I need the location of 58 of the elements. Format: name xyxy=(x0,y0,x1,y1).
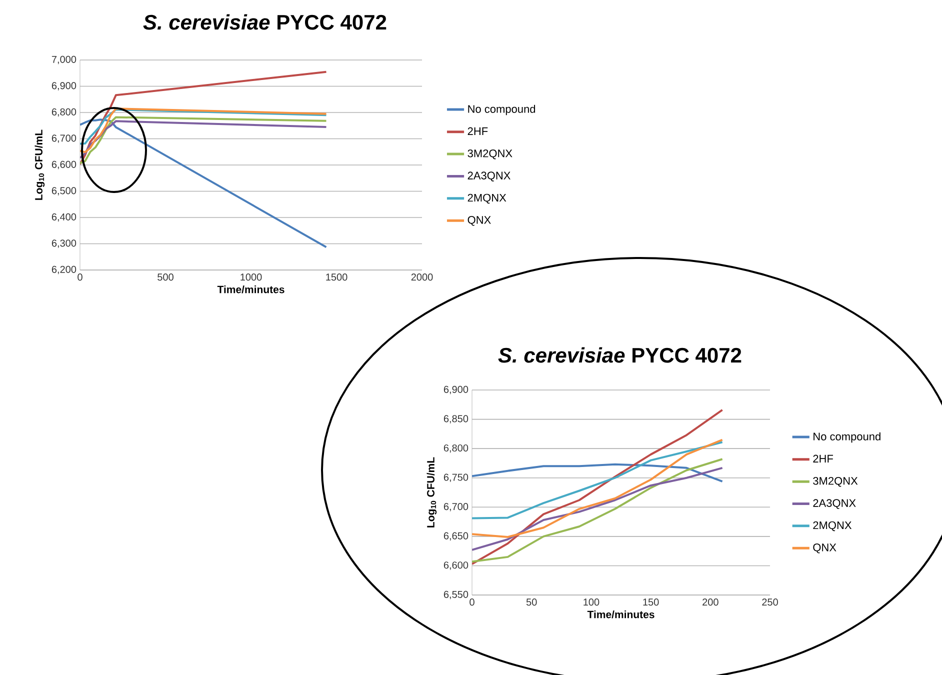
x-tick-label: 0 xyxy=(470,598,474,606)
y-tick-label: 6,200 xyxy=(52,266,76,274)
y-axis-title: Log$_{10}$ CFU/mL xyxy=(34,130,45,200)
y-tick-label: 6,400 xyxy=(52,213,76,222)
y-tick-label: 7,000 xyxy=(52,56,76,64)
y-tick-label: 6,650 xyxy=(444,532,468,541)
legend-label: 2A3QNX xyxy=(468,172,510,182)
line-series xyxy=(80,108,328,145)
y-tick-label: 6,900 xyxy=(444,386,468,394)
x-tick-label: 2000 xyxy=(411,274,433,281)
line-series xyxy=(80,108,328,154)
legend-label: 2A3QNX xyxy=(813,499,856,509)
x-axis-title: Time/minutes xyxy=(217,285,284,294)
legend-label: 2MQNX xyxy=(813,521,852,532)
legend-label: 2HF xyxy=(468,127,488,135)
legend-label: 2HF xyxy=(813,454,833,462)
x-axis-title: Time/minutes xyxy=(587,610,654,618)
x-tick-label: 50 xyxy=(526,598,537,606)
legend-label: 3M2QNX xyxy=(468,149,512,160)
y-tick-label: 6,900 xyxy=(52,82,76,90)
chart-title: S. cerevisiae PYCC 4072 xyxy=(143,14,386,30)
line-series xyxy=(80,116,328,164)
y-tick-label: 6,600 xyxy=(444,562,468,570)
y-tick-label: 6,750 xyxy=(444,474,468,482)
x-tick-label: 1500 xyxy=(326,274,348,281)
legend-label: QNX xyxy=(813,544,836,554)
line-series xyxy=(472,438,724,538)
x-tick-label: 500 xyxy=(158,274,174,281)
legend-label: No compound xyxy=(814,432,880,443)
y-tick-label: 6,800 xyxy=(444,444,468,453)
x-tick-label: 150 xyxy=(643,598,659,606)
y-tick-label: 6,600 xyxy=(52,160,76,170)
line-series xyxy=(472,458,724,563)
y-axis-title: Log$_{10}$ CFU/mL xyxy=(426,457,437,528)
y-tick-label: 6,700 xyxy=(52,134,76,143)
x-tick-label: 0 xyxy=(78,274,82,281)
legend-label: No compound xyxy=(468,104,536,116)
line-series xyxy=(80,118,328,248)
legend-label: 3M2QNX xyxy=(813,476,858,487)
legend-label: QNX xyxy=(468,216,491,226)
x-tick-label: 1000 xyxy=(240,274,262,281)
y-tick-label: 6,300 xyxy=(52,240,76,248)
y-tick-label: 6,550 xyxy=(444,590,468,600)
line-series xyxy=(472,441,724,520)
y-tick-label: 6,500 xyxy=(52,187,76,196)
x-tick-label: 200 xyxy=(702,598,718,606)
y-tick-label: 6,800 xyxy=(52,108,76,117)
chart-title: S. cerevisiae PYCC 4072 xyxy=(498,347,742,363)
legend-label: 2MQNX xyxy=(468,194,506,204)
line-series xyxy=(472,408,724,565)
line-series xyxy=(472,466,724,551)
line-series xyxy=(80,70,328,166)
y-tick-label: 6,700 xyxy=(444,503,468,512)
x-tick-label: 100 xyxy=(584,598,600,606)
line-series xyxy=(472,463,724,482)
x-tick-label: 250 xyxy=(762,598,778,606)
y-tick-label: 6,850 xyxy=(444,415,468,424)
line-series xyxy=(80,120,328,159)
